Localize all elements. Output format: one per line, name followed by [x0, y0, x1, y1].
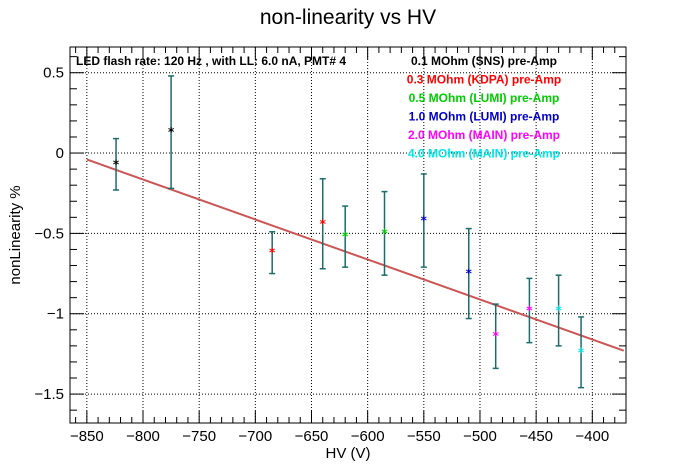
- point-marker: *: [421, 214, 428, 228]
- legend-entry: 0.1 MOhm (SNS) pre-Amp: [411, 54, 557, 68]
- data-points: * * * * * * * * * * * *: [113, 75, 585, 389]
- data-point: *: [526, 277, 533, 344]
- y-tick-label: −1: [47, 306, 64, 323]
- y-tick-label: −0.5: [34, 225, 64, 242]
- point-marker: *: [526, 304, 533, 318]
- chart-note: LED flash rate: 120 Hz , with LL: 6.0 nA…: [76, 54, 346, 68]
- x-tick-label: −400: [575, 428, 609, 445]
- point-marker: *: [269, 246, 276, 260]
- data-point: *: [578, 316, 585, 389]
- point-marker: *: [342, 230, 349, 244]
- point-marker: *: [320, 217, 327, 231]
- point-marker: *: [555, 304, 562, 318]
- plot-frame: [69, 46, 627, 424]
- point-marker: *: [493, 329, 500, 343]
- x-tick-label: −600: [351, 428, 385, 445]
- y-tick-label: 0.5: [43, 65, 64, 82]
- fit-line: [86, 158, 625, 352]
- x-tick-label: −850: [70, 428, 104, 445]
- legend-entry: 1.0 MOhm (LUMI) pre-Amp: [409, 110, 560, 124]
- data-point: *: [168, 75, 175, 190]
- data-point: *: [555, 274, 562, 347]
- legend-entry: 0.3 MOhm (KDPA) pre-Amp: [407, 73, 561, 87]
- data-point: *: [381, 190, 388, 276]
- x-tick-label: −500: [463, 428, 497, 445]
- axes: −850 −800 −750 −700 −650 −600 −550 −500 −450 −400…: [34, 47, 627, 445]
- legend-entry: 0.5 MOhm (LUMI) pre-Amp: [409, 91, 560, 105]
- x-tick-label: −550: [407, 428, 441, 445]
- x-tick-label: −450: [519, 428, 553, 445]
- data-point: *: [466, 227, 473, 320]
- point-marker: *: [578, 345, 585, 359]
- y-tick-label: −1.5: [34, 386, 64, 403]
- point-marker: *: [381, 226, 388, 240]
- data-point: *: [342, 205, 349, 268]
- legend-entry: 4.0 MOhm (MAIN) pre-Amp: [408, 147, 560, 161]
- x-axis-title: HV (V): [326, 445, 371, 462]
- data-point: *: [113, 137, 120, 191]
- point-marker: *: [466, 267, 473, 281]
- chart-title: non-linearity vs HV: [260, 6, 436, 29]
- y-tick-label: 0: [56, 145, 64, 162]
- data-point: *: [493, 303, 500, 370]
- x-tick-label: −700: [238, 428, 272, 445]
- legend: 0.1 MOhm (SNS) pre-Amp 0.3 MOhm (KDPA) pr…: [407, 54, 561, 161]
- fit-line-group: [86, 158, 625, 352]
- x-tick-label: −750: [182, 428, 216, 445]
- legend-entry: 2.0 MOhm (MAIN) pre-Amp: [408, 128, 560, 142]
- data-point: *: [269, 231, 276, 275]
- y-axis-title: nonLinearity %: [7, 185, 24, 284]
- x-tick-label: −800: [126, 428, 160, 445]
- point-marker: *: [168, 125, 175, 139]
- point-marker: *: [113, 157, 120, 171]
- x-tick-label: −650: [295, 428, 329, 445]
- data-point: *: [421, 173, 428, 268]
- data-point: *: [320, 178, 327, 270]
